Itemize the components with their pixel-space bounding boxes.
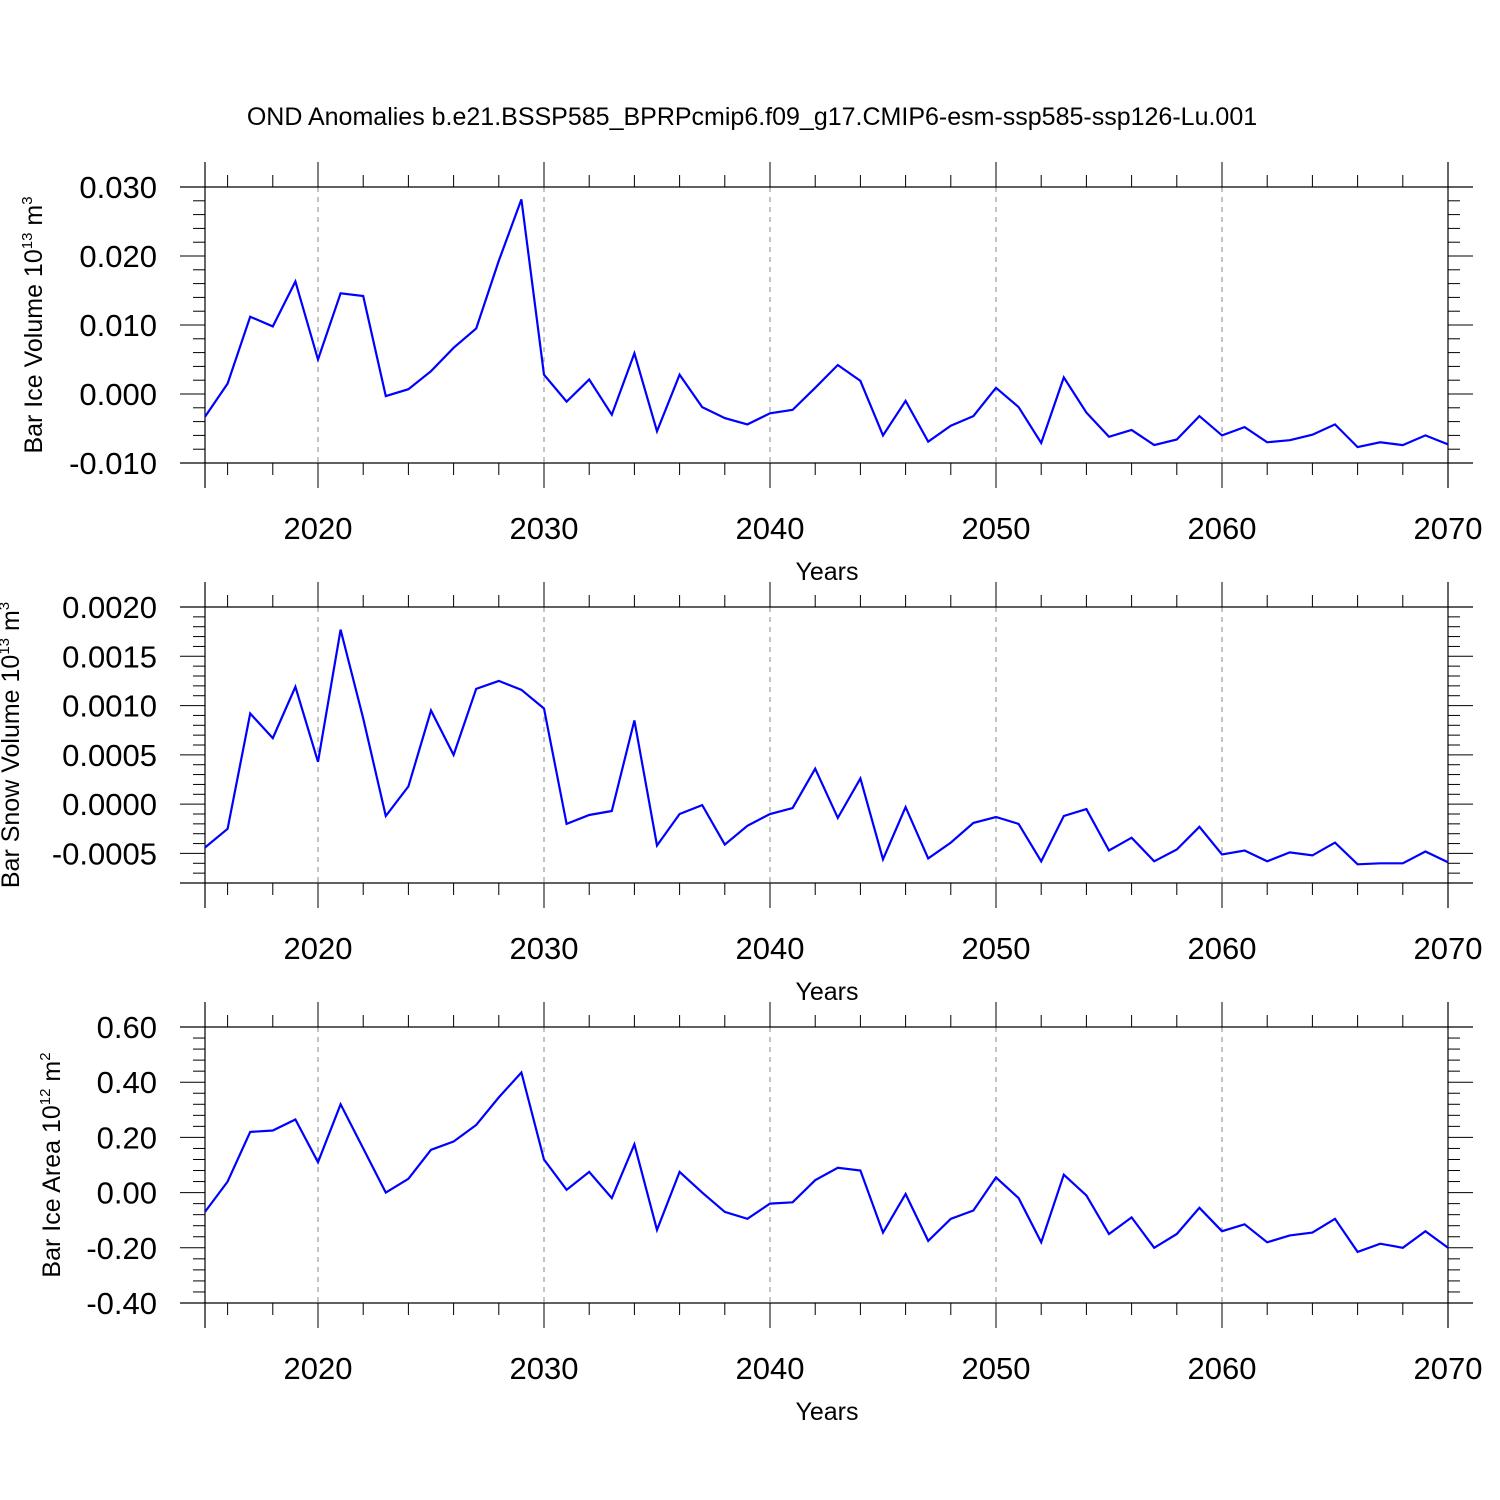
- y-tick-label: 0.000: [79, 377, 157, 412]
- x-tick-label: 2030: [510, 1351, 579, 1386]
- panels: -0.010 0.000 0.010 0.020 0.030 2020 2030 2040 20…: [0, 162, 1482, 1426]
- x-tick-label: 2020: [284, 931, 353, 966]
- series-line: [204, 629, 1449, 866]
- x-axis-label: Years: [795, 978, 858, 1006]
- x-tick-label: 2020: [284, 511, 353, 546]
- x-tick-label: 2030: [510, 511, 579, 546]
- y-tick-label: 0.60: [97, 1010, 157, 1045]
- y-tick-label: 0.030: [79, 170, 157, 205]
- x-tick-label: 2060: [1188, 511, 1257, 546]
- y-tick-label: -0.010: [69, 446, 157, 481]
- x-tick-label: 2060: [1188, 931, 1257, 966]
- y-tick-label: 0.0000: [62, 787, 157, 822]
- y-tick-label: 0.0015: [62, 639, 157, 674]
- x-tick-label: 2020: [284, 1351, 353, 1386]
- chart-panel-1: -0.010 0.000 0.010 0.020 0.030 2020 2030 2040 20…: [19, 162, 1482, 586]
- x-axis-label: Years: [795, 558, 858, 586]
- figure-title: OND Anomalies b.e21.BSSP585_BPRPcmip6.f0…: [247, 103, 1257, 131]
- y-tick-label: 0.0020: [62, 590, 157, 625]
- x-tick-label: 2070: [1414, 1351, 1483, 1386]
- x-tick-label: 2050: [962, 511, 1031, 546]
- y-tick-label: 0.020: [79, 239, 157, 274]
- y-tick-label: 0.0010: [62, 689, 157, 724]
- y-tick-label: 0.010: [79, 308, 157, 343]
- y-tick-label: 0.0005: [62, 738, 157, 773]
- y-tick-label: 0.40: [97, 1065, 157, 1100]
- y-axis-label: Bar Ice Volume 1013 m3: [19, 196, 48, 453]
- x-tick-label: 2070: [1414, 511, 1483, 546]
- x-tick-label: 2030: [510, 931, 579, 966]
- x-tick-label: 2040: [736, 511, 805, 546]
- x-axis-label: Years: [795, 1398, 858, 1426]
- series-line: [204, 1070, 1449, 1254]
- y-axis-label: Bar Snow Volume 1013 m3: [0, 602, 25, 888]
- y-tick-label: 0.20: [97, 1120, 157, 1155]
- x-tick-label: 2050: [962, 1351, 1031, 1386]
- y-tick-label: -0.40: [86, 1286, 157, 1321]
- chart-panel-2: -0.0005 0.0000 0.0005 0.0010 0.0015 0.0020 202…: [0, 582, 1482, 1006]
- x-tick-label: 2060: [1188, 1351, 1257, 1386]
- y-tick-label: -0.0005: [52, 836, 157, 871]
- y-tick-label: 0.00: [97, 1176, 157, 1211]
- x-tick-label: 2070: [1414, 931, 1483, 966]
- chart-panel-3: -0.40 -0.20 0.00 0.20 0.40 0.60 2020 2030 2040 20…: [37, 1002, 1482, 1426]
- x-tick-label: 2050: [962, 931, 1031, 966]
- y-tick-label: -0.20: [86, 1231, 157, 1266]
- series-line: [204, 199, 1449, 449]
- x-tick-label: 2040: [736, 931, 805, 966]
- y-axis-label: Bar Ice Area 1012 m2: [37, 1052, 66, 1277]
- x-tick-label: 2040: [736, 1351, 805, 1386]
